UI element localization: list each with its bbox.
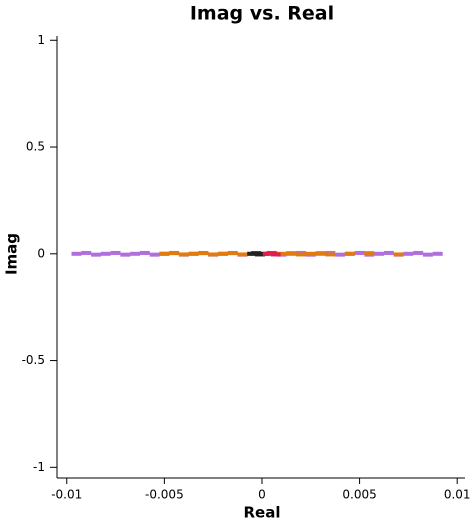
point [169, 251, 180, 256]
point [120, 252, 131, 257]
point [432, 251, 443, 256]
x-tick-label: 0 [258, 488, 266, 502]
point [237, 252, 248, 257]
point [208, 252, 219, 257]
point [383, 250, 394, 255]
point [130, 251, 141, 256]
point [325, 252, 336, 257]
y-axis-label: Imag [3, 233, 21, 275]
point [315, 251, 326, 256]
point [217, 251, 228, 256]
point [198, 251, 209, 256]
y-tick-label: 1 [37, 33, 45, 47]
point [364, 251, 375, 256]
point [139, 250, 150, 255]
point [335, 252, 346, 257]
point [296, 252, 307, 257]
x-tick-label: 0.01 [444, 488, 471, 502]
x-tick-label: -0.01 [51, 488, 82, 502]
point [100, 251, 111, 256]
point [110, 250, 121, 255]
point [393, 252, 404, 257]
x-tick-label: -0.005 [145, 488, 184, 502]
chart-title: Imag vs. Real [190, 3, 334, 25]
point [270, 252, 281, 257]
point [227, 251, 238, 256]
point [413, 250, 424, 255]
point [305, 251, 316, 256]
point [422, 252, 433, 257]
point [276, 251, 287, 256]
point [71, 251, 82, 256]
x-axis-label: Real [244, 504, 281, 522]
point [149, 252, 160, 257]
point [81, 250, 92, 255]
y-tick-label: 0 [37, 246, 45, 260]
point [188, 251, 199, 256]
point [354, 250, 365, 255]
x-tick-label: 0.005 [342, 488, 376, 502]
point [344, 251, 355, 256]
y-tick-label: -1 [33, 460, 45, 474]
point [178, 252, 189, 257]
y-tick-label: -0.5 [22, 353, 45, 367]
point [374, 251, 385, 256]
point [91, 252, 102, 257]
point [403, 251, 414, 256]
point [286, 251, 297, 256]
point [159, 251, 170, 256]
y-tick-label: 0.5 [26, 140, 45, 154]
